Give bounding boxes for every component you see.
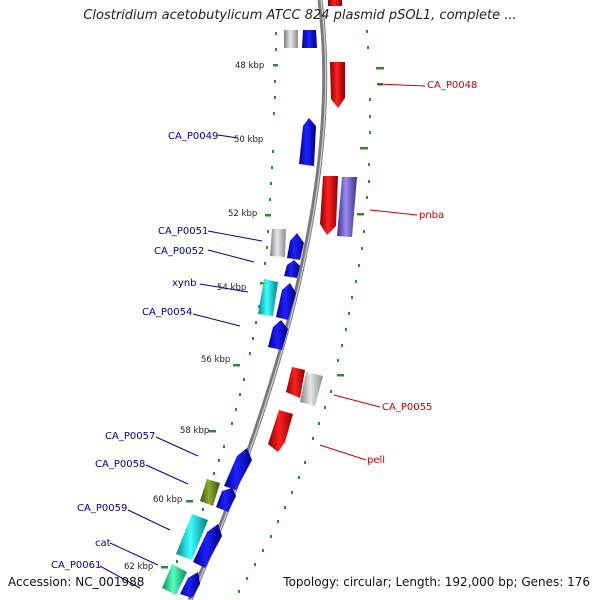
gene-label-left[interactable]: CA_P0051 <box>158 226 208 237</box>
gene-CA_P0057[interactable] <box>224 448 252 490</box>
leader-lines-right <box>319 83 426 461</box>
map-title: Clostridium acetobutylicum ATCC 824 plas… <box>83 8 517 23</box>
gene-CA_P0061[interactable] <box>180 572 200 598</box>
gene-CA_P0059b[interactable] <box>193 524 222 568</box>
gc-track-right <box>238 30 371 593</box>
gene-CA_P0049[interactable] <box>299 118 316 166</box>
gene-xynb[interactable] <box>258 279 278 316</box>
summary-text: Topology: circular; Length: 192,000 bp; … <box>283 575 590 589</box>
scale-label: 52 kbp <box>228 209 257 219</box>
gene-label-left[interactable]: CA_P0058 <box>95 459 145 470</box>
gene-label-left[interactable]: CA_P0061 <box>51 560 101 571</box>
plasmid-backbone <box>187 0 328 600</box>
gene-label-right[interactable]: pell <box>367 455 385 466</box>
plasmid-backbone-highlight <box>190 0 327 600</box>
reverse-genes <box>268 0 357 452</box>
gene-label-left[interactable]: CA_P0057 <box>105 431 155 442</box>
gene-CA_P0055-red[interactable] <box>286 367 305 398</box>
gene-CA_P0059[interactable] <box>176 514 208 560</box>
leader-lines-left <box>99 134 263 589</box>
right-gene-labels: CA_P0048 pnba CA_P0055 pell <box>367 80 477 466</box>
gene-label-right[interactable]: CA_P0048 <box>427 80 477 91</box>
gene-top-red[interactable] <box>328 0 342 6</box>
gene-CA_P0054a[interactable] <box>276 283 296 320</box>
gene-top-grey[interactable] <box>284 30 298 48</box>
scale-label: 56 kbp <box>201 355 230 365</box>
forward-genes <box>162 30 317 598</box>
left-gene-labels: CA_P0049 CA_P0051 CA_P0052 xynb CA_P0054… <box>51 131 218 571</box>
scale-label: 62 kbp <box>124 562 153 572</box>
gene-label-left[interactable]: CA_P0052 <box>154 246 204 257</box>
gene-CA_P0055[interactable] <box>300 372 323 406</box>
gene-pell[interactable] <box>268 410 293 452</box>
scale-label: 48 kbp <box>235 61 264 71</box>
gene-top-blue[interactable] <box>302 30 317 48</box>
gene-CA_P0058[interactable] <box>200 479 220 506</box>
gene-CA_P0054b[interactable] <box>268 320 288 350</box>
gene-CA_P0058b[interactable] <box>216 488 236 512</box>
scale-labels: 48 kbp 50 kbp 52 kbp 54 kbp 56 kbp 58 kb… <box>124 61 264 572</box>
gene-label-right[interactable]: CA_P0055 <box>382 402 432 413</box>
scale-label: 60 kbp <box>153 495 182 505</box>
gene-label-left[interactable]: CA_P0059 <box>77 503 127 514</box>
gene-label-left[interactable]: cat <box>95 538 111 549</box>
gene-pnba-red[interactable] <box>320 176 338 235</box>
accession-text: Accession: NC_001988 <box>8 575 145 589</box>
gene-CA_P0052a[interactable] <box>287 233 304 260</box>
gene-label-left[interactable]: xynb <box>172 278 197 289</box>
gene-label-left[interactable]: CA_P0054 <box>142 307 192 318</box>
gene-CA_P0052b[interactable] <box>284 260 300 278</box>
gene-CA_P0048[interactable] <box>330 62 345 108</box>
gene-cat[interactable] <box>162 564 187 595</box>
gene-label-right[interactable]: pnba <box>419 210 444 221</box>
gene-label-left[interactable]: CA_P0049 <box>168 131 218 142</box>
gene-pnba[interactable] <box>337 177 357 237</box>
gene-CA_P0051[interactable] <box>270 229 286 257</box>
scale-label: 58 kbp <box>180 426 209 436</box>
scale-label: 50 kbp <box>234 135 263 145</box>
scale-label: 54 kbp <box>217 283 246 293</box>
